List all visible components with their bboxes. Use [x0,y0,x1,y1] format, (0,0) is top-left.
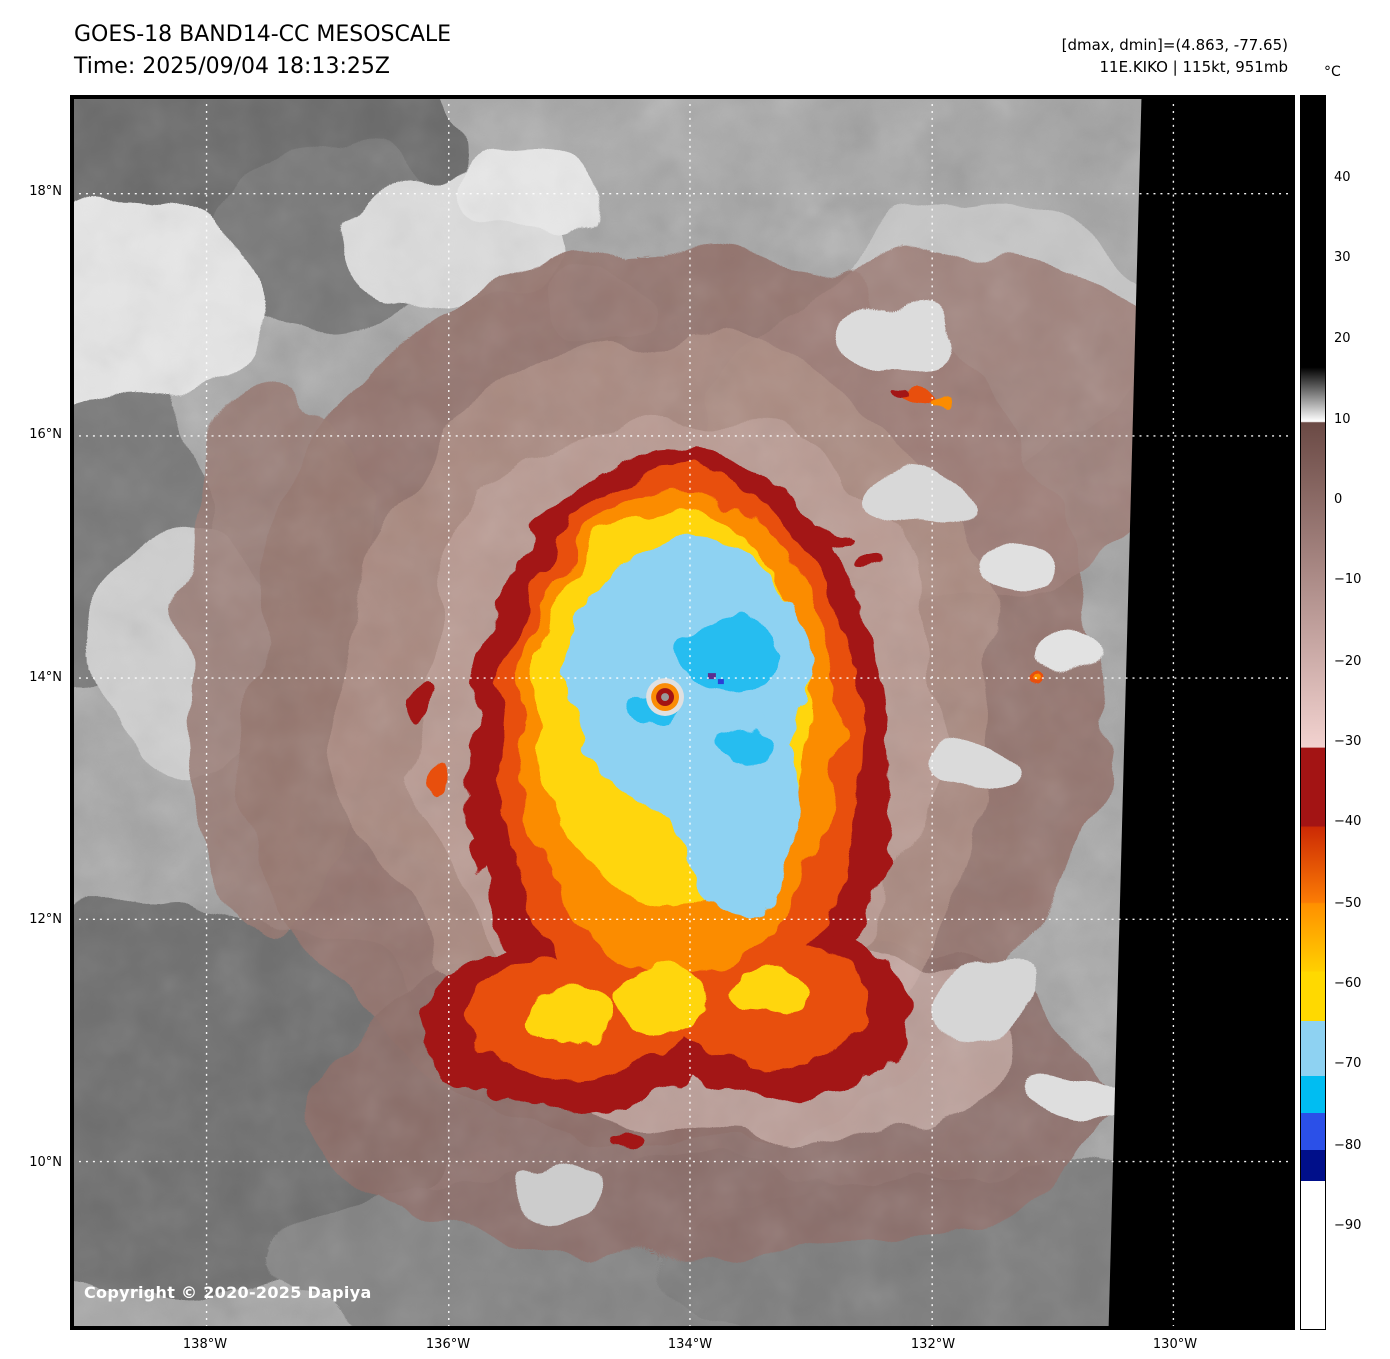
product-title: GOES-18 BAND14-CC MESOSCALE [74,22,452,47]
white-clouds-fg [495,296,1124,1224]
satellite-image [72,97,1293,1328]
lat-label-3: 12°N [29,912,62,927]
copyright-text: Copyright © 2020-2025 Dapiya [84,1283,372,1302]
lat-label-2: 14°N [29,670,62,685]
map-frame [72,97,1293,1328]
colorbar-tick-m40: −40 [1334,814,1362,829]
outer-specks [896,385,1036,695]
lon-label-3: 132°W [910,1337,956,1352]
colorbar-tick-m90: −90 [1334,1218,1362,1233]
lat-label-0: 18°N [29,184,62,199]
grid-lines [72,97,1293,1328]
colorbar-tick-20: 20 [1334,331,1351,346]
colorbar-tick-40: 40 [1334,170,1351,185]
colorbar-tick-m30: −30 [1334,734,1362,749]
colorbar-tick-0: 0 [1334,492,1343,507]
storm-id-intensity: 11E.KIKO | 115kt, 951mb [1099,58,1288,76]
colorbar-tick-m70: −70 [1334,1056,1362,1071]
colorbar-tick-m60: −60 [1334,976,1362,991]
no-data-region [1108,97,1293,1328]
lon-label-4: 130°W [1152,1337,1198,1352]
lon-label-2: 134°W [667,1337,713,1352]
temperature-colorbar [1300,95,1326,1330]
lat-label-1: 16°N [29,427,62,442]
coldest-specks [707,673,724,685]
satellite-map: Copyright © 2020-2025 Dapiya [70,95,1295,1330]
product-timestamp: Time: 2025/09/04 18:13:25Z [74,54,390,79]
colorbar-tick-m20: −20 [1334,654,1362,669]
colorbar-tick-m80: −80 [1334,1138,1362,1153]
lon-label-1: 136°W [425,1337,471,1352]
colorbar-tick-m10: −10 [1334,572,1362,587]
colorbar-tick-m50: −50 [1334,896,1362,911]
storm-info-block: [dmax, dmin]=(4.863, -77.65) 11E.KIKO | … [1062,34,1288,78]
colorbar-tick-30: 30 [1334,250,1351,265]
lat-label-4: 10°N [29,1155,62,1170]
cold-cloud-core [408,450,910,1149]
colorbar-tick-10: 10 [1334,412,1351,427]
dmax-dmin-readout: [dmax, dmin]=(4.863, -77.65) [1061,36,1288,54]
lon-label-0: 138°W [182,1337,228,1352]
colorbar-unit-label: °C [1324,64,1341,80]
storm-eye [646,678,684,716]
